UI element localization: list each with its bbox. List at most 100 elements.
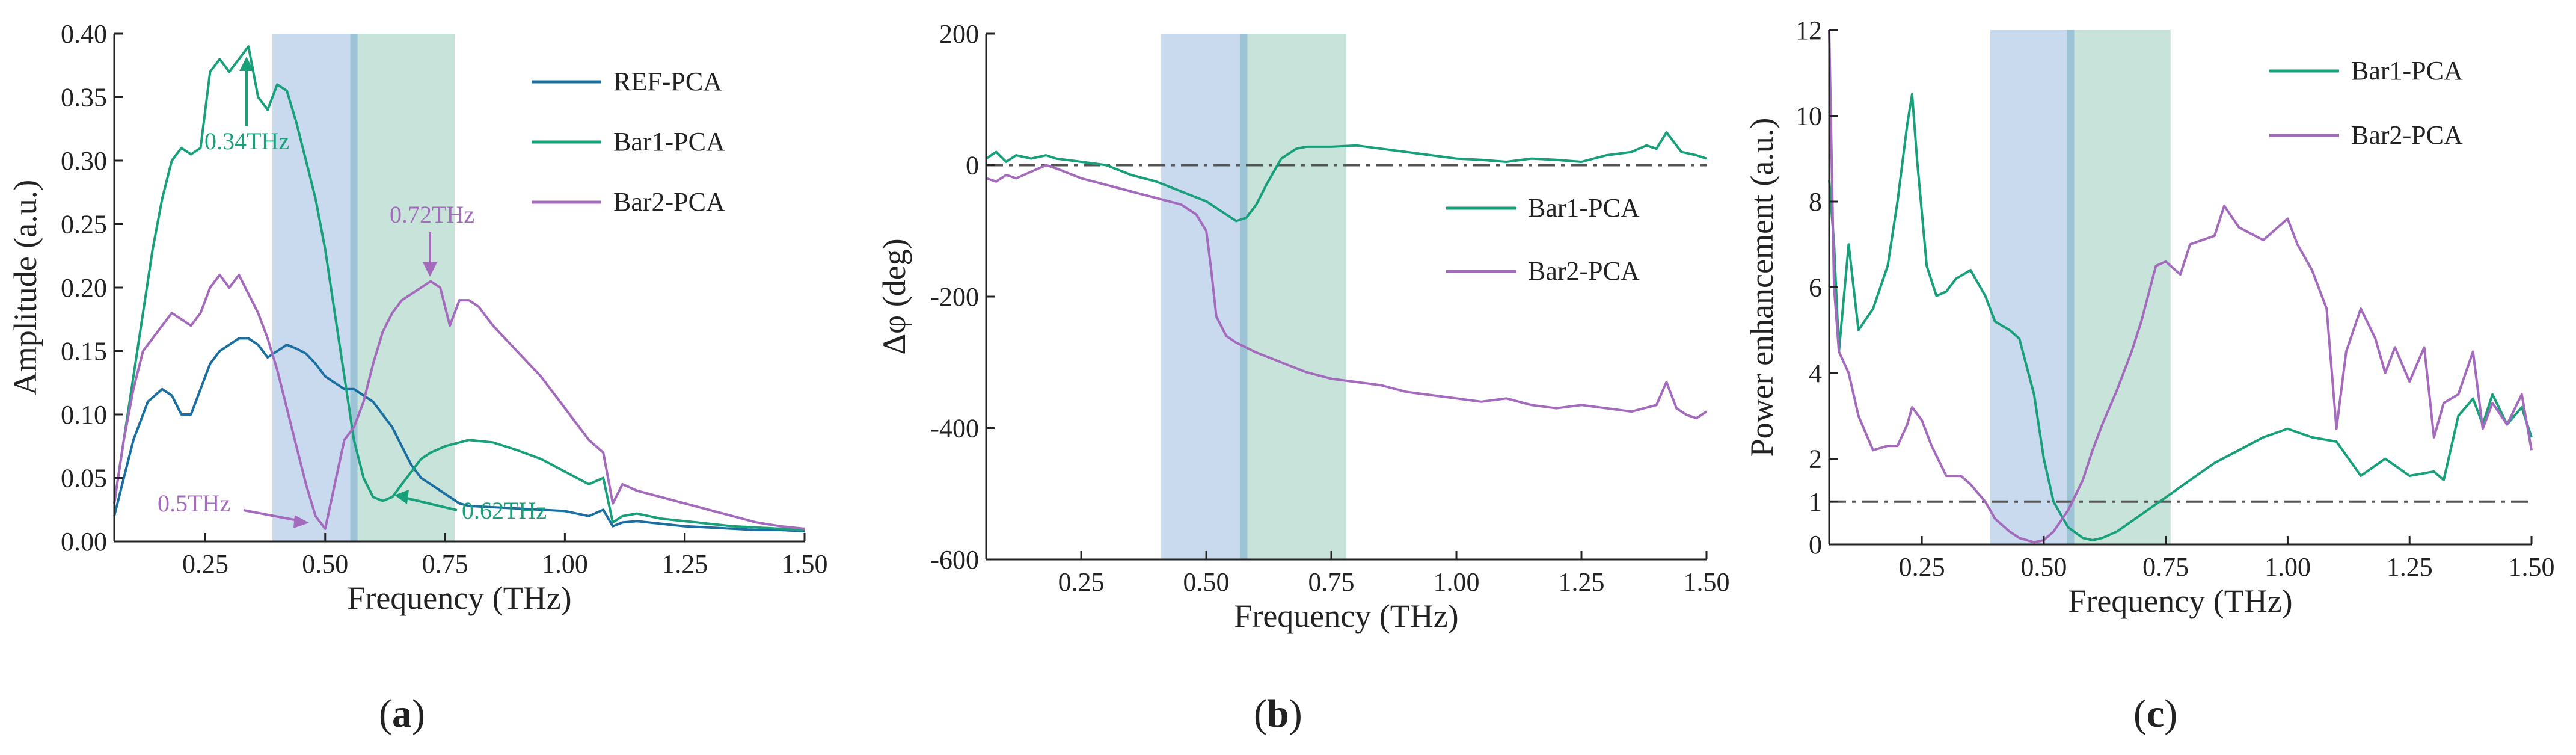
- x-tick-label: 0.25: [1899, 552, 1945, 582]
- panel-b-label-letter: b: [1267, 692, 1289, 736]
- y-tick-label: 1: [1809, 487, 1822, 517]
- panel-c-legend: Bar1-PCA Bar2-PCA: [2269, 56, 2463, 150]
- legend-label-b-bar2-pca: Bar2-PCA: [1528, 256, 1640, 286]
- panel-a-label: (a): [379, 692, 425, 736]
- panel-b-legend: Bar1-PCA Bar2-PCA: [1446, 193, 1640, 286]
- legend-label-bar1-pca: Bar1-PCA: [613, 127, 725, 156]
- x-tick-label: 0.75: [422, 549, 468, 579]
- legend-label-ref-pca: REF-PCA: [613, 67, 722, 96]
- x-tick-label: 1.00: [542, 549, 588, 579]
- panel-b-band-green: [1246, 34, 1346, 559]
- annotation-0-72thz: 0.72THz: [390, 201, 474, 228]
- annotation-arrow-0-62thz: [401, 496, 458, 511]
- panel-b-label: (b): [1254, 692, 1302, 736]
- y-tick-label: 0.05: [61, 464, 107, 493]
- panel-c-bands: [1990, 30, 2171, 544]
- panel-c-axes: 0.25 0.50 0.75 1.00 1.25 1.500124681012Freque…: [1744, 16, 2555, 619]
- panel-c-band-blue: [1990, 30, 2068, 544]
- panel-b-x-axis-title: Frequency (THz): [1234, 598, 1458, 634]
- y-tick-label: -400: [930, 414, 979, 443]
- x-tick-label: 0.50: [1183, 567, 1230, 597]
- x-tick-label: 0.75: [1308, 567, 1355, 597]
- panel-a-line-ref-pca: [113, 337, 805, 533]
- panel-a-line-bar2-pca: [113, 273, 805, 530]
- y-tick-label: 0: [1809, 530, 1822, 559]
- y-tick-label: 0.10: [61, 400, 107, 430]
- panel-a: 0.25 0.50 0.75 1.00 1.25 1.50 0.00 0.05 0.10 0.15…: [7, 19, 828, 736]
- x-tick-label: 1.50: [2509, 552, 2555, 582]
- panel-a-band-separator: [350, 34, 358, 541]
- x-tick-label: 1.50: [782, 549, 828, 579]
- legend-label-c-bar2-pca: Bar2-PCA: [2351, 120, 2463, 150]
- panel-b-line-bar1-pca: [985, 131, 1707, 223]
- y-tick-label: 12: [1796, 16, 1822, 45]
- y-tick-label: -600: [930, 545, 979, 575]
- panel-c: 0.25 0.50 0.75 1.00 1.25 1.500124681012Freque…: [1744, 16, 2555, 736]
- panel-a-series: [113, 45, 805, 533]
- y-tick-label: 6: [1809, 273, 1822, 303]
- panel-b-line-bar2-pca: [986, 164, 1708, 420]
- y-tick-label: 0.30: [61, 146, 107, 176]
- panel-b-bands: [1161, 34, 1346, 559]
- panel-a-y-axis-title: Amplitude (a.u.): [7, 180, 43, 395]
- panel-c-band-separator: [2067, 30, 2075, 544]
- annotation-arrowhead-0-34thz: [239, 57, 254, 71]
- panel-a-x-axis-title: Frequency (THz): [347, 580, 571, 616]
- panel-a-axes: 0.25 0.50 0.75 1.00 1.25 1.50 0.00 0.05 0.10 0.15…: [7, 19, 828, 616]
- x-tick-label: 0.25: [1058, 567, 1105, 597]
- x-tick-label: 1.00: [2265, 552, 2311, 582]
- y-tick-label: 200: [939, 19, 979, 49]
- panel-b-axes: 0.25 0.50 0.75 1.00 1.25 1.50 -600 -400 -200 0 200…: [876, 19, 1730, 634]
- panel-a-band-blue: [272, 34, 352, 541]
- panel-b-series: [985, 131, 1708, 420]
- panel-a-annotations: 0.34THz 0.72THz 0.5THz 0.62THz: [158, 57, 547, 528]
- legend-label-b-bar1-pca: Bar1-PCA: [1528, 193, 1640, 223]
- panel-c-label: (c): [2133, 692, 2177, 736]
- panel-c-y-axis-title: Power enhancement (a.u.): [1744, 118, 1780, 457]
- panel-c-line-bar1-pca: [1828, 93, 2533, 541]
- panel-c-series: [1828, 29, 2533, 544]
- y-tick-label: 0.35: [61, 83, 107, 112]
- x-tick-label: 0.25: [182, 549, 228, 579]
- x-tick-label: 1.50: [1684, 567, 1730, 597]
- panel-a-line-bar1-pca: [113, 45, 805, 531]
- y-tick-label: 0.25: [61, 210, 107, 239]
- y-tick-label: 4: [1809, 359, 1822, 388]
- annotation-arrowhead-0-62thz: [394, 490, 409, 504]
- panel-b-band-separator: [1240, 34, 1248, 559]
- panel-a-bands: [272, 34, 455, 541]
- y-tick-label: 8: [1809, 187, 1822, 217]
- panel-b-band-blue: [1161, 34, 1242, 559]
- y-tick-label: 2: [1809, 445, 1822, 474]
- y-tick-label: 0.20: [61, 273, 107, 303]
- y-tick-label: 0.15: [61, 337, 107, 366]
- y-tick-label: 10: [1796, 102, 1822, 131]
- y-tick-label: -200: [930, 282, 979, 312]
- annotation-0-5thz: 0.5THz: [158, 490, 230, 517]
- annotation-0-62thz: 0.62THz: [462, 497, 547, 524]
- panel-b: 0.25 0.50 0.75 1.00 1.25 1.50 -600 -400 -200 0 200…: [876, 19, 1730, 736]
- legend-label-c-bar1-pca: Bar1-PCA: [2351, 56, 2463, 85]
- x-tick-label: 0.50: [302, 549, 348, 579]
- annotation-arrow-0-5thz: [243, 509, 301, 522]
- panel-c-x-axis-title: Frequency (THz): [2068, 583, 2292, 619]
- panel-c-label-letter: c: [2147, 692, 2164, 736]
- x-tick-label: 1.00: [1434, 567, 1480, 597]
- annotation-arrowhead-0-72thz: [423, 262, 437, 277]
- y-tick-label: 0: [966, 151, 979, 180]
- x-tick-label: 0.50: [2020, 552, 2067, 582]
- panel-b-y-axis-title: Δφ (deg): [876, 238, 912, 354]
- y-tick-label: 0.00: [61, 527, 107, 556]
- panel-a-legend: REF-PCA Bar1-PCA Bar2-PCA: [532, 67, 725, 217]
- annotation-0-34thz: 0.34THz: [204, 128, 289, 155]
- x-tick-label: 1.25: [661, 549, 708, 579]
- legend-label-bar2-pca: Bar2-PCA: [613, 187, 725, 217]
- x-tick-label: 0.75: [2142, 552, 2189, 582]
- panel-a-label-letter: a: [392, 692, 412, 736]
- x-tick-label: 1.25: [2387, 552, 2433, 582]
- annotation-arrowhead-0-5thz: [293, 515, 309, 528]
- panel-c-line-bar2-pca: [1828, 29, 2533, 544]
- x-tick-label: 1.25: [1559, 567, 1605, 597]
- y-tick-label: 0.40: [61, 19, 107, 49]
